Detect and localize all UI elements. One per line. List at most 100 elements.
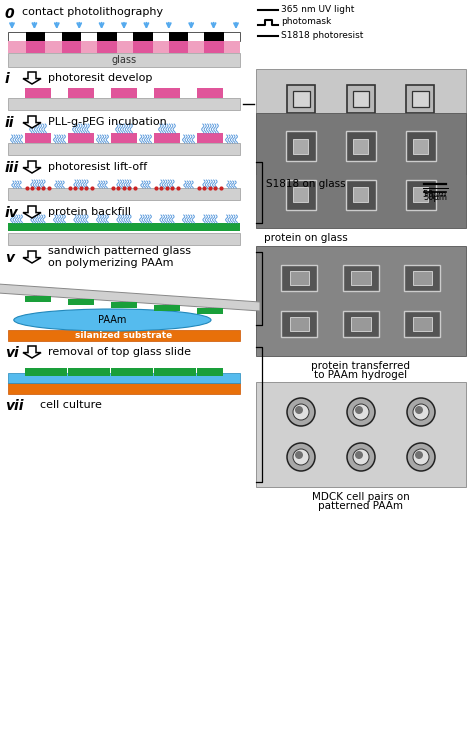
Text: removal of top glass slide: removal of top glass slide [48, 347, 191, 357]
Text: cell culture: cell culture [40, 400, 102, 410]
Bar [8, 143, 240, 155]
Bar [8, 98, 240, 110]
Bar [169, 32, 188, 41]
Bar [8, 383, 240, 394]
Text: contact photolithography: contact photolithography [22, 7, 163, 17]
Bar [404, 310, 440, 337]
Circle shape [413, 404, 429, 420]
Bar [26, 41, 46, 53]
Bar [347, 130, 375, 158]
Text: protein on glass: protein on glass [264, 233, 348, 243]
Text: protein transferred: protein transferred [311, 361, 410, 371]
Bar [412, 136, 428, 152]
Bar [111, 368, 137, 376]
Circle shape [293, 449, 309, 465]
Text: vii: vii [5, 399, 24, 413]
Text: 0: 0 [5, 7, 15, 21]
Bar [62, 32, 81, 41]
Bar [8, 53, 240, 67]
Bar [412, 316, 432, 331]
Bar [354, 188, 368, 202]
Text: silanized substrate: silanized substrate [75, 331, 173, 340]
Bar [25, 368, 51, 376]
Text: vi: vi [5, 346, 19, 360]
Bar [62, 41, 81, 53]
Bar [25, 296, 51, 302]
Bar [8, 32, 240, 41]
Bar [412, 272, 432, 286]
Bar [133, 41, 153, 53]
Bar [197, 133, 223, 143]
Bar [181, 368, 197, 376]
Bar [290, 316, 310, 331]
Text: glass: glass [111, 55, 137, 65]
Circle shape [415, 451, 423, 459]
Bar [154, 88, 180, 98]
Bar [26, 32, 46, 41]
Bar [288, 86, 316, 113]
Circle shape [287, 443, 315, 471]
Bar [154, 368, 180, 376]
Circle shape [295, 451, 303, 459]
Bar [256, 246, 466, 356]
Circle shape [355, 451, 363, 459]
Bar [68, 298, 94, 304]
Text: protein backfill: protein backfill [48, 207, 131, 217]
Bar [8, 373, 240, 383]
Polygon shape [23, 116, 41, 128]
Text: PLL-g-PEG incubation: PLL-g-PEG incubation [48, 117, 167, 127]
Text: iv: iv [5, 206, 19, 220]
Text: v: v [5, 251, 14, 265]
Bar [346, 131, 376, 161]
Polygon shape [23, 346, 41, 358]
Bar [154, 304, 180, 310]
Text: 50μm: 50μm [423, 193, 447, 202]
Bar [346, 180, 376, 210]
Bar [25, 133, 51, 143]
Bar [351, 272, 371, 286]
Bar [97, 41, 117, 53]
Bar [404, 266, 440, 291]
Bar [137, 368, 154, 376]
Bar [133, 32, 153, 41]
Bar [68, 133, 94, 143]
Bar [282, 266, 318, 291]
Text: i: i [5, 72, 10, 86]
Text: S1818 photoresist: S1818 photoresist [281, 32, 364, 40]
Bar [8, 41, 240, 53]
Bar [290, 272, 310, 286]
Bar [413, 188, 428, 202]
Bar [111, 302, 137, 307]
Text: $\overline{50\mu m}$: $\overline{50\mu m}$ [422, 186, 448, 202]
Bar [204, 32, 224, 41]
Bar [353, 136, 369, 152]
Bar [8, 223, 240, 231]
Bar [256, 382, 466, 487]
Circle shape [407, 443, 435, 471]
Text: photoresit develop: photoresit develop [48, 73, 152, 83]
Bar [293, 92, 310, 107]
Circle shape [287, 398, 315, 426]
Bar [406, 131, 436, 161]
Bar [8, 233, 240, 245]
Bar [197, 368, 223, 376]
Text: photomask: photomask [281, 17, 331, 26]
Bar [353, 92, 369, 107]
Text: S1818 on glass: S1818 on glass [266, 179, 346, 189]
Bar [68, 368, 94, 376]
Polygon shape [23, 161, 41, 173]
Circle shape [415, 406, 423, 414]
Bar [197, 308, 223, 314]
Circle shape [295, 406, 303, 414]
Bar [111, 88, 137, 98]
Polygon shape [23, 206, 41, 218]
Bar [343, 310, 379, 337]
Bar [111, 133, 137, 143]
Bar [293, 139, 309, 154]
Bar [197, 88, 223, 98]
Bar [169, 41, 188, 53]
Circle shape [355, 406, 363, 414]
Circle shape [413, 449, 429, 465]
Bar [407, 130, 435, 158]
Bar [347, 86, 375, 113]
